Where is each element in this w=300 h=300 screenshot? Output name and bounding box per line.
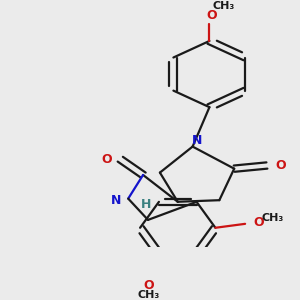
Text: N: N bbox=[192, 134, 203, 147]
Text: N: N bbox=[111, 194, 122, 207]
Text: CH₃: CH₃ bbox=[138, 290, 160, 300]
Text: O: O bbox=[206, 9, 217, 22]
Text: O: O bbox=[254, 216, 264, 229]
Text: O: O bbox=[275, 159, 286, 172]
Text: O: O bbox=[101, 154, 112, 166]
Text: O: O bbox=[144, 279, 154, 292]
Text: CH₃: CH₃ bbox=[212, 1, 234, 11]
Text: H: H bbox=[141, 198, 151, 212]
Text: CH₃: CH₃ bbox=[262, 212, 284, 223]
